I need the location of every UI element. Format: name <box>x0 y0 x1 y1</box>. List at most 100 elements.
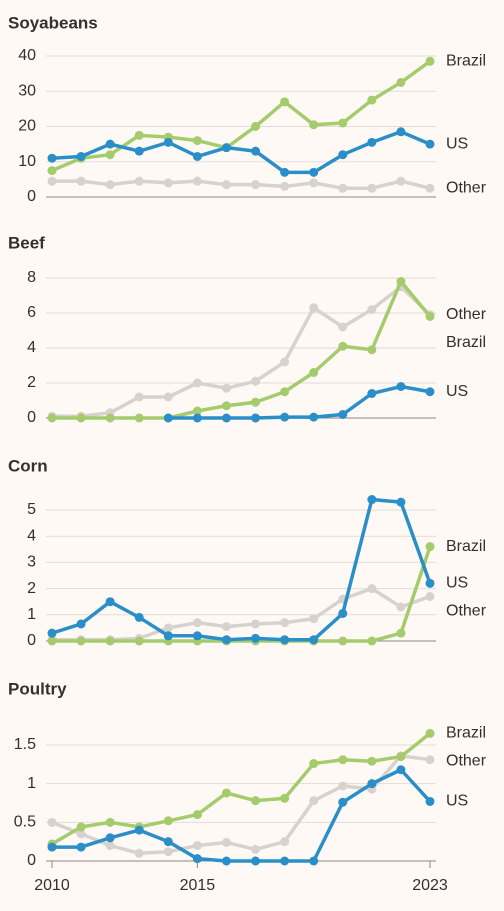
data-point <box>396 602 406 612</box>
data-point <box>280 793 290 803</box>
data-point <box>134 848 144 858</box>
data-point <box>221 383 231 393</box>
data-point <box>338 608 348 618</box>
series-label: US <box>446 135 468 152</box>
data-point <box>280 357 290 367</box>
y-tick-label: 40 <box>18 47 36 64</box>
data-point <box>309 614 319 624</box>
data-point <box>163 178 173 188</box>
data-point <box>338 410 348 419</box>
data-point <box>367 779 377 789</box>
y-tick-label: 0 <box>27 852 36 869</box>
series-line <box>51 59 432 173</box>
y-tick-label: 2 <box>27 580 36 597</box>
data-point <box>76 413 86 423</box>
data-point <box>309 368 319 377</box>
y-tick-label: 2 <box>27 374 36 391</box>
data-point <box>309 178 319 188</box>
data-point <box>309 303 319 313</box>
x-tick-label: 2010 <box>34 877 70 894</box>
data-point <box>76 822 86 832</box>
data-point <box>192 176 202 186</box>
data-point <box>251 397 261 407</box>
data-point <box>105 833 115 843</box>
data-point <box>367 389 377 398</box>
data-point <box>251 180 261 190</box>
data-point <box>47 817 57 827</box>
data-point <box>251 619 261 629</box>
data-point <box>76 636 86 646</box>
series-label: Brazil <box>446 725 486 742</box>
data-point <box>105 150 115 160</box>
data-point <box>396 765 406 775</box>
data-point <box>47 176 57 186</box>
data-point <box>280 837 290 847</box>
data-point <box>280 181 290 191</box>
data-point <box>163 816 173 826</box>
panel-title: Poultry <box>8 679 67 698</box>
data-point <box>396 628 406 638</box>
data-point <box>163 413 173 423</box>
y-tick-label: 8 <box>27 269 36 286</box>
data-point <box>425 591 435 601</box>
data-point <box>251 796 261 806</box>
data-point <box>425 728 435 738</box>
data-point <box>221 413 231 423</box>
data-point <box>76 151 86 161</box>
data-point <box>76 829 86 839</box>
data-point <box>280 387 290 397</box>
data-point <box>396 497 406 507</box>
data-point <box>105 139 115 149</box>
data-point <box>425 796 435 806</box>
data-point <box>338 118 348 128</box>
series-label: Other <box>446 603 487 620</box>
data-point <box>367 137 377 147</box>
data-point <box>425 578 435 588</box>
y-tick-label: 20 <box>18 118 36 135</box>
data-point <box>163 137 173 147</box>
series-line <box>51 497 432 642</box>
data-point <box>134 413 144 423</box>
data-point <box>367 183 377 193</box>
data-point <box>280 412 290 422</box>
data-point <box>134 612 144 622</box>
data-point <box>105 413 115 423</box>
series-line <box>52 285 432 418</box>
data-point <box>396 127 406 137</box>
data-point <box>280 635 290 645</box>
x-tick-label: 2023 <box>412 877 448 894</box>
y-tick-label: 0 <box>27 632 36 649</box>
panel-title: Corn <box>8 456 48 475</box>
data-point <box>367 584 377 594</box>
data-point <box>425 139 435 149</box>
y-tick-label: 4 <box>27 527 36 544</box>
data-point <box>47 413 57 423</box>
series-line <box>52 546 432 643</box>
data-point <box>192 810 202 820</box>
series-line <box>168 384 431 420</box>
data-point <box>425 755 435 765</box>
data-point <box>163 847 173 857</box>
data-point <box>47 153 57 163</box>
data-point <box>367 305 377 314</box>
data-point <box>338 183 348 193</box>
y-tick-label: 1 <box>27 775 36 792</box>
data-point <box>134 825 144 835</box>
data-point <box>309 796 319 806</box>
series-line <box>51 732 432 846</box>
data-point <box>425 183 435 193</box>
data-point <box>367 495 377 505</box>
data-point <box>105 841 115 851</box>
data-point <box>309 412 319 422</box>
data-point <box>134 636 144 646</box>
data-point <box>309 759 319 769</box>
data-point <box>425 387 435 397</box>
series-line <box>52 767 432 863</box>
data-point <box>396 382 406 391</box>
data-point <box>163 392 173 402</box>
data-point <box>105 817 115 827</box>
data-point <box>396 277 406 286</box>
data-point <box>425 56 435 66</box>
data-point <box>134 392 144 402</box>
